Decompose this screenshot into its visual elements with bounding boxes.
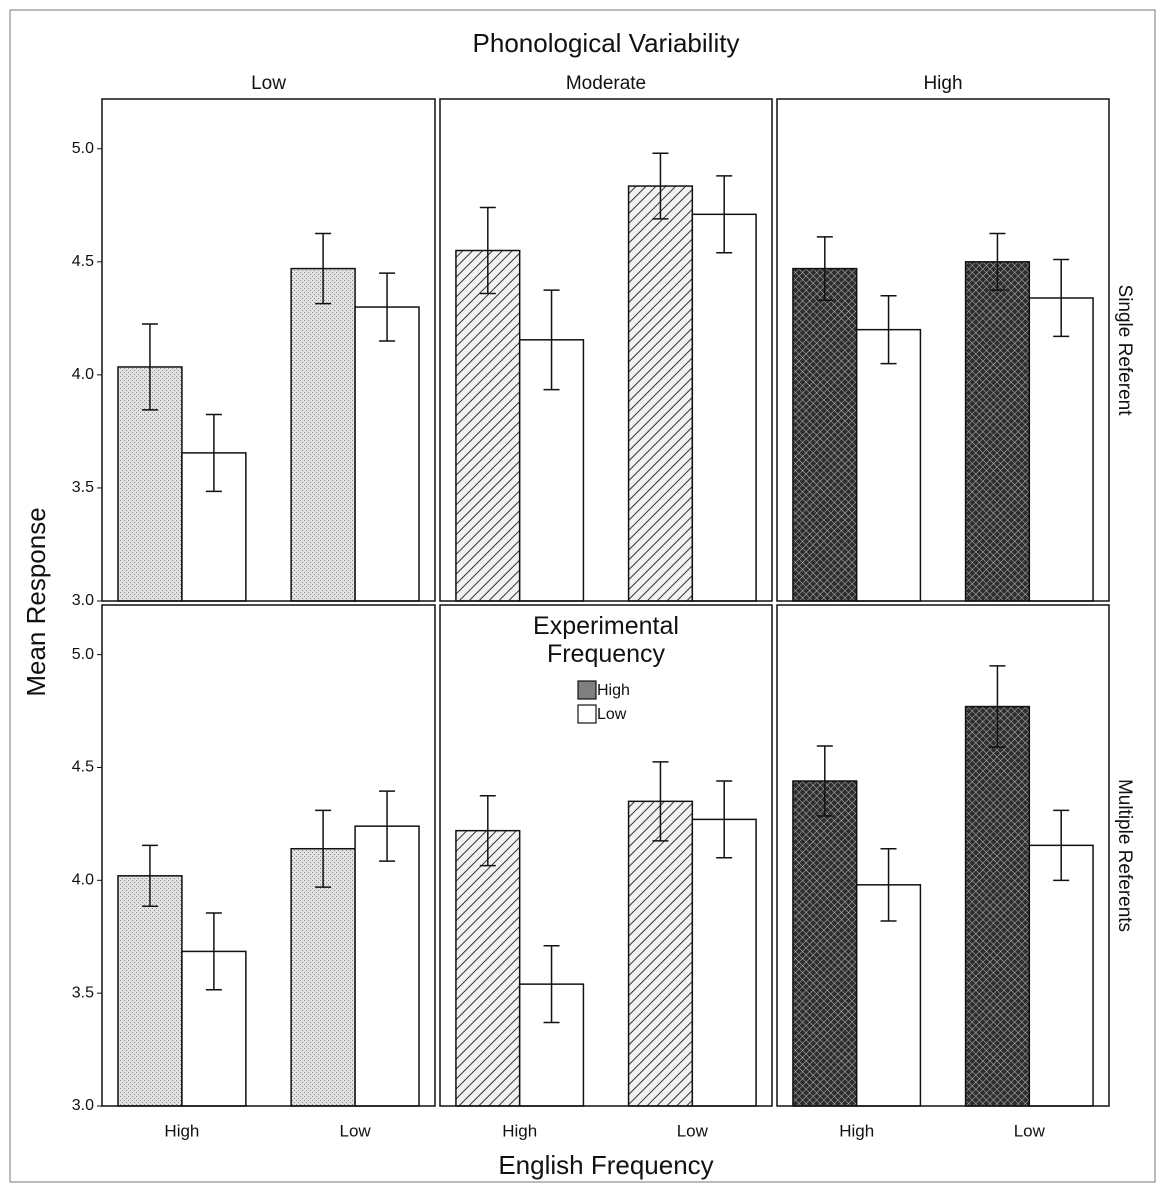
- x-tick-label: High: [502, 1121, 537, 1140]
- legend-swatch: [577, 704, 597, 724]
- error-bar: [716, 175, 733, 254]
- row-label: Multiple Referents: [1114, 779, 1135, 932]
- error-bar: [141, 844, 158, 908]
- x-tick-label: High: [164, 1121, 199, 1140]
- error-bar: [315, 232, 332, 305]
- frame: [9, 9, 1156, 1183]
- error-bar: [880, 294, 897, 365]
- error-bar: [652, 152, 669, 220]
- row-label: Single Referent: [1114, 285, 1135, 417]
- error-bar: [315, 809, 332, 888]
- column-label: Low: [251, 73, 286, 94]
- legend-swatch: [577, 680, 597, 700]
- error-bar: [205, 912, 222, 991]
- y-tick-label: 3.0: [72, 1097, 94, 1114]
- bar: [627, 185, 694, 602]
- y-tick-label: 4.0: [72, 366, 94, 383]
- bar: [691, 818, 757, 1107]
- panel-frame: [776, 98, 1110, 602]
- y-tick-label: 5.0: [72, 646, 94, 663]
- bar: [1028, 844, 1094, 1107]
- bar: [290, 267, 356, 602]
- x-tick-label: Low: [677, 1121, 709, 1140]
- bar: [964, 705, 1031, 1107]
- x-tick-label: Low: [1014, 1121, 1046, 1140]
- error-bar: [543, 289, 560, 391]
- bar: [691, 213, 757, 602]
- chart-title: Phonological Variability: [473, 28, 740, 58]
- bar: [455, 829, 521, 1107]
- error-bar: [205, 413, 222, 493]
- y-tick-label: 3.5: [72, 984, 94, 1001]
- panel-frame: [439, 98, 773, 602]
- error-bar: [479, 206, 496, 295]
- error-bar: [379, 790, 396, 862]
- error-bar: [141, 323, 158, 411]
- x-axis-label: English Frequency: [498, 1150, 713, 1180]
- bar: [855, 328, 922, 602]
- panel-frame: [439, 604, 773, 1107]
- legend-label: High: [597, 682, 630, 699]
- bar: [290, 847, 356, 1107]
- y-tick-label: 5.0: [72, 140, 94, 157]
- y-tick-label: 3.5: [72, 479, 94, 496]
- bar: [354, 306, 420, 602]
- legend-label: Low: [597, 706, 627, 723]
- panel-frame: [776, 604, 1110, 1107]
- y-tick-label: 4.0: [72, 872, 94, 889]
- bar: [855, 884, 922, 1107]
- error-bar: [543, 945, 560, 1024]
- error-bar: [880, 847, 897, 922]
- error-bar: [816, 236, 833, 302]
- y-tick-label: 4.5: [72, 253, 94, 270]
- error-bar: [816, 745, 833, 817]
- error-bar: [716, 780, 733, 859]
- x-tick-label: Low: [339, 1121, 371, 1140]
- column-label: Moderate: [566, 73, 646, 94]
- y-axis-label: Mean Response: [21, 507, 51, 696]
- bar: [627, 800, 694, 1107]
- y-tick-label: 4.5: [72, 759, 94, 776]
- legend-title-box: Experimental Frequency: [533, 612, 679, 668]
- error-bar: [1053, 809, 1070, 882]
- panel-frame: [101, 604, 436, 1107]
- panel-frame: [101, 98, 436, 602]
- bar: [117, 875, 183, 1107]
- bar: [1028, 297, 1094, 602]
- error-bar: [989, 232, 1006, 291]
- column-label: High: [923, 73, 962, 94]
- bar: [354, 825, 420, 1107]
- error-bar: [989, 665, 1006, 748]
- x-tick-label: High: [839, 1121, 874, 1140]
- bar: [964, 261, 1031, 602]
- bar: [455, 249, 521, 602]
- error-bar: [652, 761, 669, 842]
- error-bar: [479, 794, 496, 867]
- legend-title: Experimental Frequency: [533, 612, 679, 668]
- error-bar: [379, 272, 396, 342]
- bar: [792, 780, 858, 1107]
- bar: [792, 267, 858, 602]
- error-bar: [1053, 258, 1070, 338]
- y-tick-label: 3.0: [72, 592, 94, 609]
